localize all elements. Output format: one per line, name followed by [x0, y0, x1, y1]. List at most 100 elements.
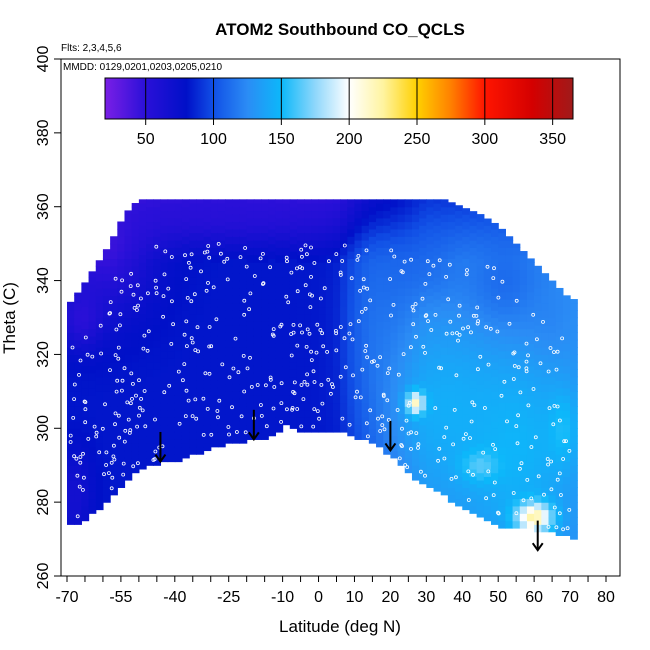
heatmap-cell [261, 247, 269, 256]
heatmap-cell [210, 225, 219, 234]
heatmap-cell [88, 276, 97, 285]
heatmap-cell [534, 391, 542, 400]
sample-point [152, 457, 157, 462]
heatmap-cell [404, 443, 413, 452]
heatmap-cell [562, 299, 571, 308]
sample-point [299, 254, 304, 259]
heatmap-cell [526, 387, 535, 396]
heatmap-cell [491, 302, 499, 311]
heatmap-cell [261, 424, 269, 433]
heatmap-cell [555, 513, 564, 522]
sample-point [309, 358, 314, 363]
heatmap-cell [411, 406, 420, 415]
heatmap-cell [311, 372, 320, 381]
sample-point [108, 311, 112, 315]
sample-point [295, 407, 300, 411]
heatmap-cell [397, 324, 406, 333]
sample-point [380, 423, 385, 428]
heatmap-cell [570, 428, 578, 437]
heatmap-cell [354, 365, 363, 374]
heatmap-cell [354, 350, 363, 359]
heatmap-cell [469, 254, 478, 263]
heatmap-cell [462, 450, 471, 459]
heatmap-cell [189, 210, 197, 219]
heatmap-cell [447, 243, 456, 252]
heatmap-cell [555, 468, 564, 477]
heatmap-cell [440, 487, 449, 496]
heatmap-cell [469, 358, 478, 367]
sample-point [426, 319, 430, 324]
heatmap-cell [124, 273, 133, 282]
sample-point [153, 417, 157, 422]
heatmap-cell [390, 273, 399, 282]
heatmap-cell [376, 276, 384, 285]
heatmap-cell [160, 262, 169, 271]
heatmap-cell [440, 472, 449, 481]
heatmap-cell [189, 446, 197, 455]
heatmap-cell [325, 380, 334, 389]
sample-point [98, 323, 103, 328]
heatmap-cell [491, 509, 499, 518]
sample-point [309, 274, 313, 279]
sample-point [461, 436, 466, 441]
heatmap-cell [246, 203, 255, 212]
heatmap-cell [153, 280, 162, 289]
sample-point [470, 400, 475, 405]
heatmap-cell [411, 258, 420, 267]
heatmap-cell [268, 273, 277, 282]
heatmap-cell [483, 358, 492, 367]
heatmap-cell [311, 306, 320, 315]
heatmap-cell [397, 332, 406, 341]
heatmap-cell [117, 443, 126, 452]
heatmap-cell [570, 376, 578, 385]
heatmap-cell [419, 358, 427, 367]
heatmap-cell [203, 273, 212, 282]
heatmap-cell [196, 372, 205, 381]
heatmap-cell [476, 324, 485, 333]
sample-point [401, 352, 406, 357]
heatmap-cell [296, 313, 305, 322]
heatmap-cell [181, 324, 190, 333]
heatmap-cell [404, 406, 413, 415]
heatmap-cell [160, 199, 169, 204]
heatmap-cell [354, 343, 363, 352]
heatmap-cell [541, 509, 550, 518]
heatmap-cell [81, 468, 90, 477]
heatmap-cell [196, 431, 205, 440]
sample-point [171, 322, 176, 327]
heatmap-cell [268, 251, 277, 260]
sample-point [145, 291, 150, 296]
sample-point [405, 465, 410, 470]
heatmap-cell [311, 335, 320, 344]
heatmap-cell [95, 391, 104, 400]
heatmap-cell [426, 280, 435, 289]
heatmap-cell [332, 239, 341, 248]
sample-point [135, 461, 140, 466]
heatmap-cell [239, 354, 248, 363]
sample-point [128, 284, 133, 289]
heatmap-cell [225, 258, 233, 267]
sample-point [457, 303, 462, 308]
sample-point [451, 442, 456, 447]
heatmap-cell [433, 365, 442, 374]
heatmap-cell [491, 243, 499, 252]
heatmap-cell [376, 335, 384, 344]
heatmap-cell [433, 313, 442, 322]
heatmap-cell [512, 431, 521, 440]
heatmap-cell [181, 310, 190, 319]
heatmap-cell [289, 251, 298, 260]
heatmap-cell [196, 276, 205, 285]
sample-point [448, 319, 453, 324]
sample-point [116, 345, 121, 350]
heatmap-cell [275, 269, 284, 278]
heatmap-cell [483, 505, 492, 514]
sample-point [75, 514, 80, 519]
heatmap-cell [131, 413, 140, 422]
heatmap-cell [411, 287, 420, 296]
sample-point [298, 323, 303, 328]
heatmap-cell [340, 409, 348, 418]
heatmap-cell [217, 365, 226, 374]
heatmap-cell [131, 236, 140, 245]
heatmap-cell [275, 225, 284, 234]
heatmap-cell [411, 435, 420, 444]
